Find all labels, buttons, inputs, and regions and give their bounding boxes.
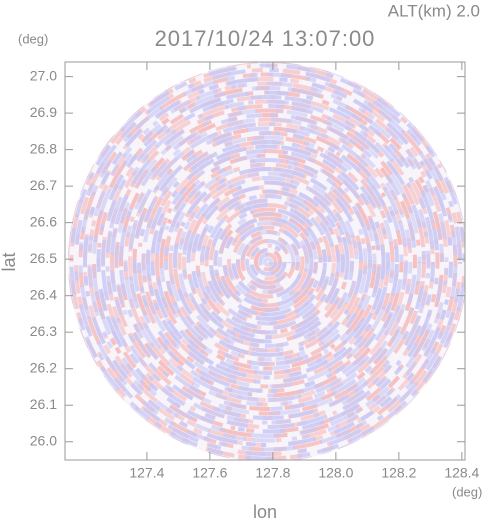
radar-ring: [222, 216, 314, 308]
x-tick-label: 128.0: [318, 465, 353, 481]
radar-ring: [236, 230, 300, 294]
radar-ring: [137, 131, 399, 393]
radar-ring: [141, 135, 395, 389]
radar-ring: [132, 126, 404, 398]
radar-ring: [254, 248, 282, 276]
radar-ring: [155, 149, 381, 375]
x-tick-label: 127.8: [255, 465, 290, 481]
radar-ring: [213, 207, 323, 317]
radar-ring: [164, 158, 372, 366]
plot-frame: [64, 61, 466, 461]
altitude-annotation: ALT(km) 2.0: [388, 1, 480, 20]
y-tick-label: 26.3: [30, 323, 57, 339]
x-unit: (deg): [452, 484, 482, 499]
radar-ring: [263, 257, 273, 267]
radar-rings: [68, 62, 465, 460]
radar-ring: [146, 140, 390, 384]
radar-ring: [114, 108, 422, 416]
radar-ring: [119, 113, 417, 411]
radar-ring: [87, 81, 449, 443]
radar-ring: [177, 171, 359, 353]
radar-ring: [249, 243, 287, 281]
y-tick-label: 26.4: [30, 286, 57, 302]
y-tick-label: 26.0: [30, 432, 57, 448]
radar-ring: [227, 221, 309, 303]
x-tick-label: 127.4: [129, 465, 164, 481]
y-tick-label: 26.5: [30, 250, 57, 266]
y-tick-label: 26.6: [30, 213, 57, 229]
x-tick-label: 128.2: [381, 465, 416, 481]
radar-ring: [173, 167, 363, 357]
radar-ring: [218, 212, 318, 312]
radar-ring: [200, 194, 336, 330]
x-tick-label: 128.4: [444, 465, 479, 481]
y-tick-label: 26.2: [30, 359, 57, 375]
y-axis-label: lat: [0, 252, 19, 271]
radar-ring: [209, 203, 327, 321]
radar-ring: [105, 99, 431, 425]
radar-ring: [74, 68, 462, 456]
radar-ring: [78, 72, 458, 452]
radar-ring: [168, 162, 368, 362]
radar-ring: [222, 216, 314, 308]
radar-ring: [110, 104, 426, 420]
y-tick-label: 26.8: [30, 140, 57, 156]
radar-ring: [186, 180, 350, 344]
x-tick-label: 127.6: [192, 465, 227, 481]
y-tick-label: 27.0: [30, 67, 57, 83]
radar-image: [68, 62, 465, 460]
radar-ring: [155, 149, 381, 375]
y-unit: (deg): [18, 31, 48, 46]
radar-ring: [258, 252, 278, 272]
chart-title: 2017/10/24 13:07:00: [155, 26, 376, 51]
y-tick-label: 26.9: [30, 104, 57, 120]
radar-ring: [191, 185, 345, 339]
radar-ring: [231, 225, 305, 299]
y-tick-label: 26.1: [30, 396, 57, 412]
radar-ring: [150, 144, 386, 380]
radar-ring: [96, 90, 440, 434]
radar-ring: [240, 234, 296, 290]
radar-ring: [204, 198, 332, 326]
radar-ring: [159, 153, 377, 371]
x-axis-label: lon: [253, 502, 277, 521]
radar-ring: [92, 86, 444, 438]
y-tick-label: 26.7: [30, 177, 57, 193]
radar-ring: [128, 122, 408, 402]
radar-ring: [83, 77, 453, 447]
radar-ring: [101, 95, 435, 429]
radar-ring: [182, 176, 354, 348]
radar-ring: [245, 239, 291, 285]
radar-ring: [195, 189, 341, 335]
radar-ring: [123, 117, 413, 407]
